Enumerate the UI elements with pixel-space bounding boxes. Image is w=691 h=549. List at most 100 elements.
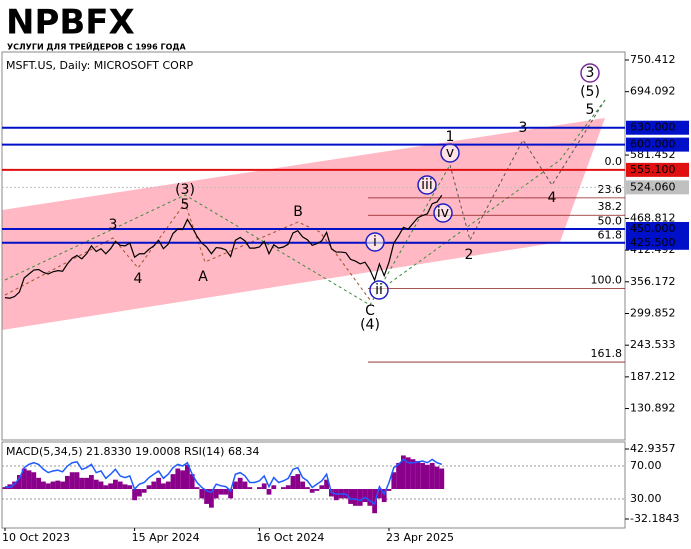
- fib-label: 161.8: [591, 347, 623, 360]
- price-line: [4, 194, 443, 299]
- macd-bar: [108, 483, 113, 490]
- macd-bar: [266, 489, 272, 495]
- indicator-pane-frame: [1, 441, 626, 529]
- y-tick-label: 243.533: [630, 338, 676, 351]
- macd-bar: [425, 464, 430, 490]
- wave-label: A: [198, 269, 208, 285]
- macd-bar: [122, 484, 128, 490]
- projection-path: [449, 99, 606, 242]
- y-tick-label: 42.9357: [630, 442, 676, 455]
- macd-bar: [401, 455, 406, 490]
- macd-bar: [194, 487, 200, 490]
- wave-label: iii: [421, 177, 433, 193]
- macd-bar: [12, 481, 17, 490]
- macd-bar: [218, 489, 224, 495]
- macd-bar: [74, 472, 80, 490]
- current-price-label: 524.060: [630, 180, 676, 193]
- fib-label: 100.0: [591, 274, 623, 287]
- macd-bar: [295, 474, 301, 490]
- macd-bar: [79, 477, 85, 490]
- macd-bar: [247, 487, 253, 490]
- macd-bar: [237, 477, 243, 490]
- wave-label: i: [373, 234, 377, 250]
- macd-bar: [415, 461, 421, 490]
- wave-circle: [369, 280, 389, 300]
- wave-circle: [580, 63, 600, 83]
- macd-bar: [405, 457, 411, 490]
- macd-bar: [209, 489, 214, 508]
- wave-label: ii: [375, 282, 383, 298]
- macd-bar: [199, 489, 205, 499]
- macd-bar: [213, 489, 219, 499]
- macd-bar: [189, 474, 195, 490]
- macd-bar: [391, 472, 397, 490]
- wave-path: [4, 164, 451, 306]
- x-tick-label: 16 Oct 2024: [256, 531, 324, 544]
- macd-bar: [233, 481, 238, 490]
- macd-bar: [65, 475, 70, 490]
- macd-bar: [161, 483, 166, 490]
- macd-bar: [151, 481, 157, 490]
- macd-bar: [271, 485, 277, 490]
- macd-bar: [45, 483, 51, 490]
- wave-label: 4: [548, 190, 557, 206]
- indicator-title: MACD(5,34,5) 21.8330 19.0008 RSI(14) 68.…: [6, 445, 259, 458]
- macd-bar: [285, 485, 291, 490]
- rsi-line: [4, 458, 443, 506]
- macd-bar: [50, 481, 56, 490]
- wave-circle: [440, 143, 460, 163]
- macd-bar: [93, 479, 99, 490]
- logo-brand: NPBFX: [6, 3, 135, 43]
- macd-bar: [60, 481, 65, 490]
- wave-label: 2: [465, 247, 474, 263]
- macd-bar: [36, 477, 41, 490]
- wave-label: (4): [360, 317, 380, 333]
- macd-bar: [439, 468, 445, 490]
- macd-bar: [55, 480, 61, 490]
- wave-label: B: [293, 204, 303, 220]
- macd-bar: [113, 479, 118, 490]
- macd-bar: [377, 489, 382, 499]
- macd-bar: [127, 485, 133, 490]
- y2-tick-label: 70.00: [630, 459, 662, 472]
- macd-bar: [257, 487, 262, 490]
- macd-bar: [2, 487, 8, 490]
- macd-bar: [367, 489, 373, 506]
- wave-label: 5: [586, 102, 595, 118]
- wave-label: 4: [134, 271, 143, 287]
- macd-bar: [305, 487, 310, 490]
- macd-bar: [137, 489, 142, 497]
- level-box: [626, 235, 689, 250]
- macd-bar: [348, 489, 353, 504]
- macd-bar: [242, 481, 248, 490]
- macd-bar: [165, 481, 171, 490]
- y-tick-label: 356.172: [630, 275, 676, 288]
- macd-bar: [69, 472, 75, 490]
- current-price-box: [626, 180, 689, 195]
- macd-bar: [357, 489, 363, 506]
- macd-bar: [180, 470, 185, 490]
- wave-label: 1: [446, 129, 455, 145]
- level-box: [626, 162, 689, 177]
- macd-bar: [98, 481, 104, 490]
- wave-label: C: [365, 303, 375, 319]
- wave-circle: [365, 232, 385, 252]
- y-tick-label: 468.812: [630, 211, 676, 224]
- y-tick-label: 187.212: [630, 370, 676, 383]
- level-label: 630.000: [630, 121, 676, 134]
- wave-label: 3: [586, 65, 595, 81]
- macd-bar: [290, 475, 296, 490]
- macd-bar: [204, 489, 209, 504]
- macd-bar: [261, 483, 267, 490]
- macd-bar: [396, 462, 401, 490]
- fib-label: 38.2: [598, 200, 623, 213]
- y2-tick-label: 30.00: [630, 492, 662, 505]
- wave-label: (5): [580, 84, 600, 100]
- wave-circle: [433, 203, 453, 223]
- macd-bar: [300, 481, 305, 490]
- x-tick-label: 23 Apr 2025: [386, 531, 454, 544]
- macd-bar: [324, 479, 329, 490]
- macd-bar: [41, 481, 46, 490]
- y-tick-label: 750.412: [630, 53, 676, 66]
